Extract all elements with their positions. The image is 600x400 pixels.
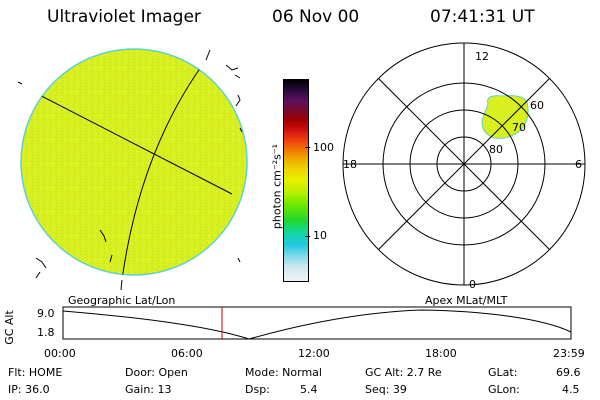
- timeline-x-tick-2359: 23:59: [553, 347, 585, 360]
- colorbar-tick-10: [305, 236, 310, 237]
- colorbar-label-10: 10: [313, 229, 327, 242]
- glon-label: GLon:: [488, 383, 520, 396]
- ip-status: IP: 36.0: [8, 383, 50, 396]
- timeline-y-tick-1-8: 1.8: [37, 326, 55, 339]
- altitude-curve: [62, 309, 572, 340]
- timeline-right-title: Apex MLat/MLT: [425, 294, 508, 307]
- timeline-x-tick-1200: 12:00: [298, 347, 330, 360]
- timeline-left-title: Geographic Lat/Lon: [68, 294, 176, 307]
- dsp-label: Dsp:: [245, 383, 270, 396]
- gain-status: Gain: 13: [125, 383, 172, 396]
- glat-label: GLat:: [488, 366, 518, 379]
- mlt-label-0: 0: [469, 278, 476, 291]
- altitude-timeline-chart: [62, 306, 572, 340]
- timeline-y-axis-label: GC Alt: [2, 310, 16, 345]
- glat-value: 69.6: [556, 366, 581, 379]
- polar-mlt-plot: 12 6 0 18 60 70 80: [342, 42, 586, 291]
- grid-lines: [21, 59, 233, 275]
- auroral-image-disk: [20, 48, 248, 276]
- timeline-x-tick-0000: 00:00: [44, 347, 76, 360]
- colorbar: [283, 79, 309, 282]
- auroral-oval-region: [481, 95, 529, 139]
- colorbar-unit-label: photon cm⁻²s⁻¹: [270, 143, 284, 230]
- door-status: Door: Open: [125, 366, 188, 379]
- mlat-label-60: 60: [530, 99, 544, 112]
- timeline-x-tick-1800: 18:00: [425, 347, 457, 360]
- instrument-title: Ultraviolet Imager: [47, 7, 201, 27]
- flight-status: Flt: HOME: [8, 366, 63, 379]
- mlat-label-80: 80: [489, 143, 503, 156]
- timeline-y-tick-9: 9.0: [37, 307, 55, 320]
- dsp-value: 5.4: [300, 383, 318, 396]
- time-label: 07:41:31 UT: [430, 7, 535, 27]
- timeline-x-tick-0600: 06:00: [171, 347, 203, 360]
- mlat-label-70: 70: [512, 121, 526, 134]
- mlt-label-12: 12: [475, 50, 489, 63]
- mlt-label-18: 18: [343, 158, 357, 171]
- glon-value: 4.5: [562, 383, 580, 396]
- date-label: 06 Nov 00: [272, 7, 360, 27]
- coastline-icon: [35, 64, 243, 279]
- gc-alt-status: GC Alt: 2.7 Re: [365, 366, 442, 379]
- mode-status: Mode: Normal: [245, 366, 322, 379]
- colorbar-tick-100: [305, 147, 310, 148]
- mlt-label-6: 6: [575, 158, 582, 171]
- colorbar-label-100: 100: [313, 141, 334, 154]
- geographic-image-panel: [17, 48, 248, 291]
- seq-status: Seq: 39: [365, 383, 407, 396]
